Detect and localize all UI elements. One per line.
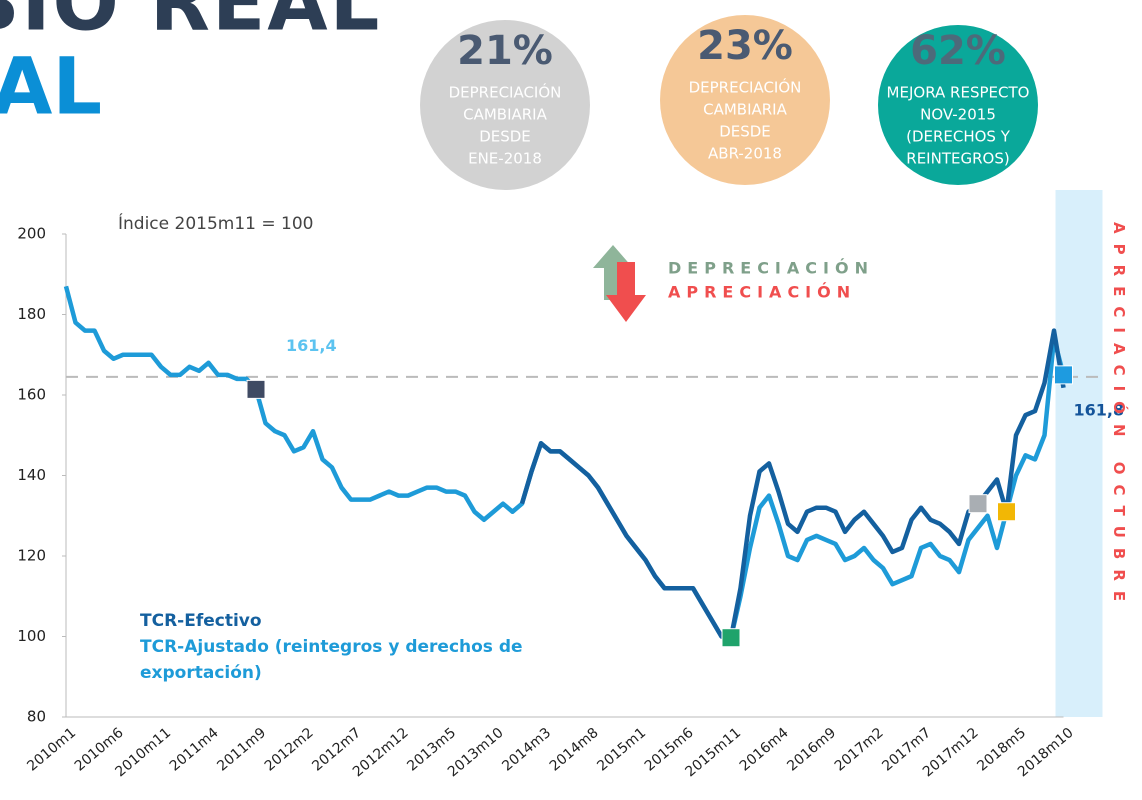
bubble-value: 62%	[910, 28, 1006, 74]
subtitle: Índice 2015m11 = 100	[118, 212, 313, 234]
title: BIO REAL	[0, 0, 381, 48]
arrow-down	[606, 262, 646, 322]
marker	[246, 379, 266, 399]
x-tick-label: 2016m4	[737, 725, 792, 775]
marker	[997, 502, 1016, 522]
y-tick-label: 180	[17, 305, 46, 323]
x-tick-label: 2016m9	[784, 725, 839, 775]
bubble-value: 21%	[457, 28, 553, 74]
bubble	[878, 25, 1038, 185]
x-tick-label: 2011m4	[167, 725, 222, 775]
bubble-text: DEPRECIACIÓN	[449, 83, 562, 102]
bubble-value: 23%	[697, 23, 793, 69]
bubble-text: CAMBIARIA	[703, 101, 787, 119]
bubble-text: DESDE	[719, 123, 771, 141]
y-tick-label: 80	[27, 708, 46, 726]
x-tick-label: 2011m9	[214, 725, 269, 775]
x-tick-label: 2012m2	[262, 725, 317, 775]
y-tick-label: 140	[17, 466, 46, 484]
x-tick-label: 2014m3	[499, 725, 554, 775]
arrow-legend-text: APRECIACIÓN	[668, 283, 856, 302]
bubble-text: ABR-2018	[708, 145, 782, 163]
bubble-text: NOV-2015	[920, 106, 996, 124]
bubble-text: DEPRECIACIÓN	[689, 78, 802, 97]
marker	[721, 628, 741, 648]
bubble-text: DESDE	[479, 128, 531, 146]
series-line	[63, 285, 1066, 640]
y-tick-label: 120	[17, 547, 46, 565]
arrow-legend-text: DEPRECIACIÓN	[668, 259, 874, 278]
bubble	[420, 20, 590, 190]
data-label: 161,8	[1074, 400, 1125, 419]
marker	[968, 494, 988, 514]
marker	[1054, 365, 1073, 385]
x-tick-label: 2015m1	[594, 725, 649, 775]
bubble-text: MEJORA RESPECTO	[887, 84, 1030, 102]
data-label: 161,4	[286, 336, 337, 355]
highlight-band	[1055, 190, 1103, 717]
arrow-up	[593, 245, 633, 300]
legend-entry: TCR-Ajustado (reintegros y derechos de e…	[140, 637, 523, 683]
x-tick-label: 2014m8	[547, 725, 602, 775]
y-tick-label: 200	[17, 225, 46, 243]
bubble-text: CAMBIARIA	[463, 106, 547, 124]
legend-entry: TCR-Efectivo	[140, 611, 262, 631]
x-tick-label: 2017m2	[832, 725, 887, 775]
title: AL	[0, 42, 102, 132]
y-tick-label: 160	[17, 386, 46, 404]
bubble-text: REINTEGROS)	[906, 150, 1009, 168]
y-tick-label: 100	[17, 627, 46, 645]
highlight-text: APRECIACIÓN OCTUBRE	[1110, 222, 1128, 612]
bubble-text: (DERECHOS Y	[906, 128, 1011, 146]
x-tick-label: 2010m1	[24, 725, 79, 775]
bubble	[660, 15, 830, 185]
bubble-text: ENE-2018	[468, 150, 542, 168]
